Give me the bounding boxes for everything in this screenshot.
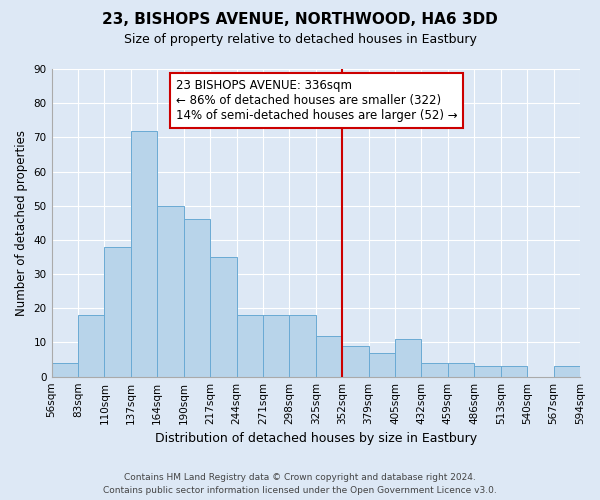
Bar	[421, 363, 448, 376]
Text: 23, BISHOPS AVENUE, NORTHWOOD, HA6 3DD: 23, BISHOPS AVENUE, NORTHWOOD, HA6 3DD	[102, 12, 498, 28]
Bar	[52, 363, 78, 376]
Y-axis label: Number of detached properties: Number of detached properties	[15, 130, 28, 316]
Bar	[501, 366, 527, 376]
Bar	[131, 130, 157, 376]
Bar	[210, 257, 236, 376]
Bar	[554, 366, 580, 376]
Bar	[368, 352, 395, 376]
Bar	[289, 315, 316, 376]
Text: Contains HM Land Registry data © Crown copyright and database right 2024.
Contai: Contains HM Land Registry data © Crown c…	[103, 473, 497, 495]
Text: 23 BISHOPS AVENUE: 336sqm
← 86% of detached houses are smaller (322)
14% of semi: 23 BISHOPS AVENUE: 336sqm ← 86% of detac…	[176, 80, 457, 122]
X-axis label: Distribution of detached houses by size in Eastbury: Distribution of detached houses by size …	[155, 432, 477, 445]
Bar	[104, 247, 131, 376]
Bar	[316, 336, 342, 376]
Bar	[263, 315, 289, 376]
Bar	[184, 220, 210, 376]
Bar	[448, 363, 475, 376]
Bar	[475, 366, 501, 376]
Text: Size of property relative to detached houses in Eastbury: Size of property relative to detached ho…	[124, 32, 476, 46]
Bar	[78, 315, 104, 376]
Bar	[342, 346, 368, 376]
Bar	[236, 315, 263, 376]
Bar	[157, 206, 184, 376]
Bar	[395, 339, 421, 376]
